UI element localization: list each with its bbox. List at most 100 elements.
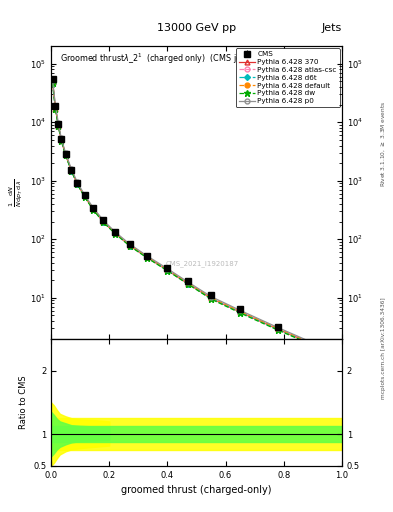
Line: Pythia 6.428 atlas-csc: Pythia 6.428 atlas-csc: [50, 79, 321, 349]
Pythia 6.428 p0: [145, 253, 149, 259]
Pythia 6.428 default: [91, 206, 95, 212]
Pythia 6.428 default: [316, 343, 321, 349]
Text: mcplots.cern.ch [arXiv:1306.3436]: mcplots.cern.ch [arXiv:1306.3436]: [381, 297, 386, 399]
Pythia 6.428 p0: [50, 77, 55, 83]
Pythia 6.428 d6t: [127, 243, 132, 249]
Pythia 6.428 p0: [75, 179, 80, 185]
Pythia 6.428 default: [53, 104, 58, 111]
Pythia 6.428 370: [113, 230, 118, 236]
Pythia 6.428 dw: [127, 243, 132, 249]
Pythia 6.428 p0: [69, 166, 74, 172]
Pythia 6.428 atlas-csc: [59, 137, 64, 143]
Pythia 6.428 d6t: [165, 267, 170, 273]
Text: Jets: Jets: [321, 23, 342, 33]
Pythia 6.428 d6t: [82, 194, 87, 200]
Pythia 6.428 atlas-csc: [69, 167, 74, 174]
Pythia 6.428 370: [127, 243, 132, 249]
Pythia 6.428 dw: [53, 106, 58, 113]
Pythia 6.428 370: [82, 194, 87, 200]
Text: CMS_2021_I1920187: CMS_2021_I1920187: [166, 261, 239, 267]
Line: Pythia 6.428 370: Pythia 6.428 370: [50, 80, 321, 349]
Pythia 6.428 default: [101, 218, 106, 224]
Pythia 6.428 370: [50, 79, 55, 86]
Line: Pythia 6.428 default: Pythia 6.428 default: [50, 79, 321, 349]
Pythia 6.428 default: [145, 253, 149, 260]
Pythia 6.428 atlas-csc: [165, 267, 170, 273]
Pythia 6.428 default: [56, 122, 61, 128]
Pythia 6.428 p0: [275, 325, 280, 331]
Pythia 6.428 d6t: [63, 152, 68, 158]
Pythia 6.428 atlas-csc: [275, 326, 280, 332]
Pythia 6.428 dw: [316, 345, 321, 351]
Pythia 6.428 d6t: [53, 105, 58, 112]
Pythia 6.428 370: [316, 344, 321, 350]
Pythia 6.428 370: [101, 219, 106, 225]
Pythia 6.428 atlas-csc: [113, 230, 118, 236]
Pythia 6.428 atlas-csc: [53, 105, 58, 111]
Pythia 6.428 p0: [101, 217, 106, 223]
Pythia 6.428 d6t: [101, 219, 106, 225]
Pythia 6.428 default: [185, 280, 190, 286]
Pythia 6.428 p0: [53, 102, 58, 109]
Pythia 6.428 default: [238, 308, 242, 314]
Pythia 6.428 atlas-csc: [209, 295, 213, 301]
Y-axis label: Ratio to CMS: Ratio to CMS: [18, 375, 28, 429]
Pythia 6.428 dw: [56, 123, 61, 130]
X-axis label: groomed thrust (charged-only): groomed thrust (charged-only): [121, 485, 272, 495]
Pythia 6.428 370: [165, 267, 170, 273]
Pythia 6.428 d6t: [238, 309, 242, 315]
Pythia 6.428 dw: [275, 327, 280, 333]
Pythia 6.428 370: [91, 206, 95, 212]
Pythia 6.428 p0: [56, 120, 61, 126]
Pythia 6.428 default: [165, 266, 170, 272]
Text: 13000 GeV pp: 13000 GeV pp: [157, 23, 236, 33]
Pythia 6.428 p0: [165, 266, 170, 272]
Text: Rivet 3.1.10, $\geq$ 3.3M events: Rivet 3.1.10, $\geq$ 3.3M events: [379, 100, 387, 186]
Pythia 6.428 p0: [185, 279, 190, 285]
Pythia 6.428 atlas-csc: [145, 254, 149, 260]
Pythia 6.428 dw: [82, 194, 87, 200]
Pythia 6.428 d6t: [59, 137, 64, 143]
Pythia 6.428 atlas-csc: [50, 78, 55, 84]
Pythia 6.428 atlas-csc: [316, 344, 321, 350]
Pythia 6.428 dw: [185, 281, 190, 287]
Pythia 6.428 370: [63, 152, 68, 158]
Pythia 6.428 370: [75, 181, 80, 187]
Pythia 6.428 p0: [209, 293, 213, 300]
Pythia 6.428 atlas-csc: [127, 242, 132, 248]
Pythia 6.428 default: [209, 294, 213, 301]
Pythia 6.428 d6t: [91, 206, 95, 212]
Pythia 6.428 dw: [238, 310, 242, 316]
Pythia 6.428 default: [275, 326, 280, 332]
Pythia 6.428 d6t: [275, 326, 280, 332]
Pythia 6.428 default: [127, 242, 132, 248]
Pythia 6.428 dw: [75, 181, 80, 187]
Pythia 6.428 p0: [59, 135, 64, 141]
Pythia 6.428 370: [145, 254, 149, 261]
Pythia 6.428 default: [82, 193, 87, 199]
Line: Pythia 6.428 d6t: Pythia 6.428 d6t: [50, 81, 321, 349]
Legend: CMS, Pythia 6.428 370, Pythia 6.428 atlas-csc, Pythia 6.428 d6t, Pythia 6.428 de: CMS, Pythia 6.428 370, Pythia 6.428 atla…: [236, 48, 340, 107]
Pythia 6.428 370: [238, 309, 242, 315]
Pythia 6.428 d6t: [69, 167, 74, 174]
Pythia 6.428 d6t: [185, 281, 190, 287]
Pythia 6.428 p0: [82, 191, 87, 198]
Pythia 6.428 default: [69, 167, 74, 174]
Pythia 6.428 370: [69, 168, 74, 174]
Pythia 6.428 default: [59, 137, 64, 143]
Line: Pythia 6.428 dw: Pythia 6.428 dw: [49, 80, 322, 351]
Pythia 6.428 370: [185, 281, 190, 287]
Pythia 6.428 dw: [69, 168, 74, 174]
Pythia 6.428 370: [275, 326, 280, 332]
Pythia 6.428 dw: [50, 80, 55, 87]
Pythia 6.428 dw: [63, 153, 68, 159]
Pythia 6.428 d6t: [50, 80, 55, 86]
Pythia 6.428 d6t: [56, 122, 61, 129]
Pythia 6.428 default: [63, 152, 68, 158]
Pythia 6.428 d6t: [316, 344, 321, 350]
Pythia 6.428 default: [50, 79, 55, 85]
Pythia 6.428 p0: [316, 342, 321, 348]
Pythia 6.428 dw: [91, 207, 95, 213]
Pythia 6.428 atlas-csc: [101, 219, 106, 225]
Pythia 6.428 atlas-csc: [238, 309, 242, 315]
